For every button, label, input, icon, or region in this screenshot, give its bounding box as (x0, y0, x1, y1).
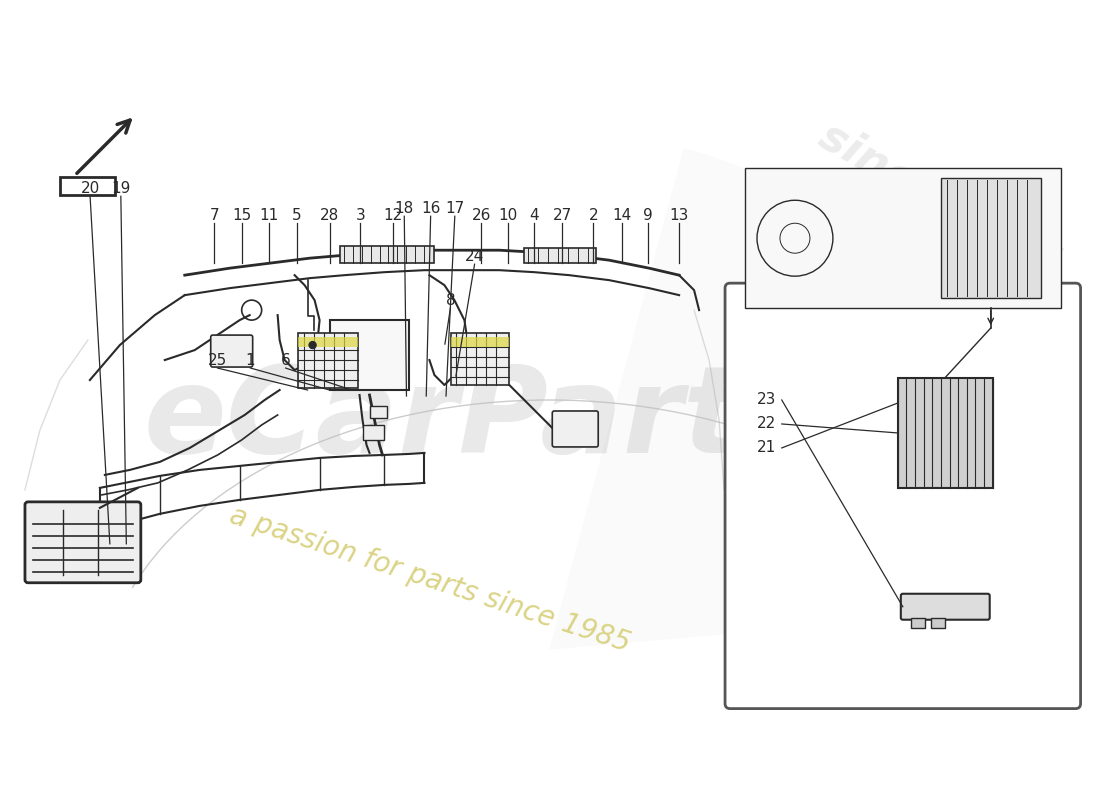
Text: 5: 5 (292, 208, 301, 222)
Bar (898, 378, 992, 488)
Text: 21: 21 (757, 441, 777, 455)
Bar (451, 333, 509, 385)
Bar (525, 248, 596, 263)
Text: 22: 22 (757, 417, 777, 431)
Text: 7: 7 (209, 208, 219, 222)
Circle shape (309, 342, 316, 349)
Text: 26: 26 (472, 208, 491, 222)
Text: 11: 11 (260, 208, 278, 222)
Text: 25: 25 (208, 353, 227, 367)
Text: eCarParts: eCarParts (144, 362, 815, 478)
Bar (330, 320, 409, 390)
Bar (298, 333, 358, 388)
Bar (59, 178, 114, 195)
Bar (745, 168, 1060, 308)
Text: 27: 27 (553, 208, 572, 222)
Text: 28: 28 (320, 208, 339, 222)
Bar (370, 406, 387, 418)
Text: a passion for parts since 1985: a passion for parts since 1985 (226, 502, 634, 658)
Wedge shape (549, 148, 1067, 650)
Text: 8: 8 (446, 293, 455, 308)
Text: 9: 9 (644, 208, 653, 222)
Text: 19: 19 (111, 181, 131, 196)
FancyBboxPatch shape (901, 594, 990, 620)
Text: 24: 24 (465, 249, 484, 264)
Bar (363, 425, 385, 440)
Bar (940, 178, 1041, 298)
Text: since 1985: since 1985 (812, 114, 1066, 286)
FancyBboxPatch shape (25, 502, 141, 582)
Text: 4: 4 (529, 208, 539, 222)
Text: 15: 15 (232, 208, 251, 222)
Text: 14: 14 (613, 208, 631, 222)
FancyBboxPatch shape (725, 283, 1080, 709)
Text: 1: 1 (245, 353, 255, 367)
Bar (451, 337, 509, 347)
Bar (340, 246, 434, 263)
Text: 17: 17 (446, 201, 464, 216)
Text: 6: 6 (280, 353, 290, 367)
Text: 16: 16 (421, 201, 440, 216)
Text: 18: 18 (395, 201, 414, 216)
Text: 20: 20 (80, 181, 100, 196)
Bar (298, 337, 358, 347)
Text: 2: 2 (588, 208, 598, 222)
Text: 10: 10 (498, 208, 517, 222)
Text: 12: 12 (384, 208, 403, 222)
Bar (911, 618, 925, 628)
FancyBboxPatch shape (552, 411, 598, 447)
Text: 23: 23 (757, 393, 777, 407)
FancyBboxPatch shape (211, 335, 253, 367)
Text: 13: 13 (669, 208, 689, 222)
Bar (931, 618, 945, 628)
Text: 3: 3 (355, 208, 365, 222)
